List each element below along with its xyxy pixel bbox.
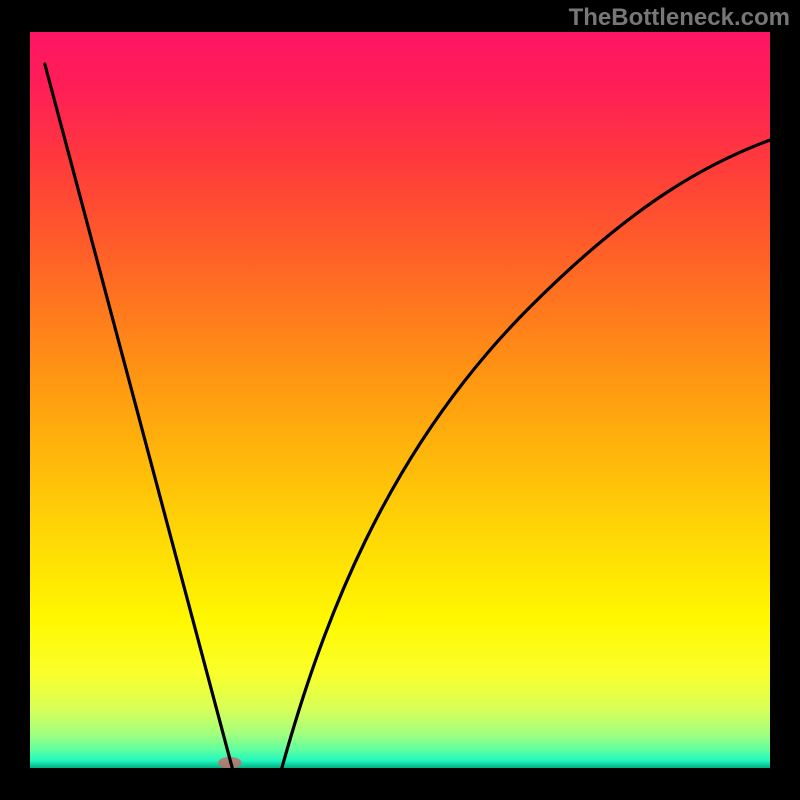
plot-background [30, 32, 770, 768]
chart-svg [30, 32, 770, 768]
watermark-text: TheBottleneck.com [569, 4, 790, 32]
plot-area [30, 32, 770, 768]
chart-container: TheBottleneck.com [0, 0, 800, 800]
